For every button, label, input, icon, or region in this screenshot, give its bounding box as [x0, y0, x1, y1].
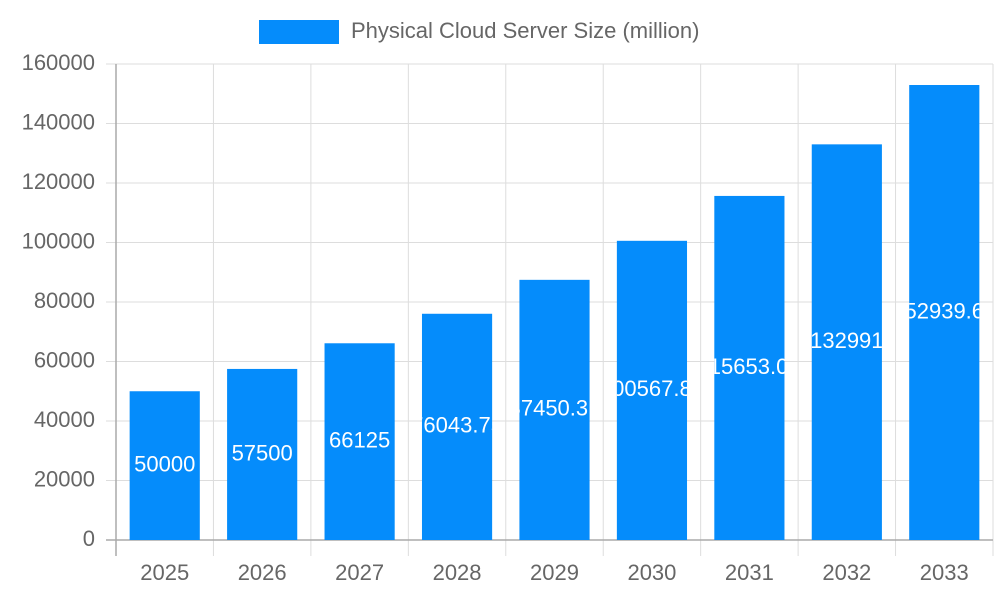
bar: [324, 343, 395, 540]
legend-swatch: [259, 20, 339, 44]
y-tick-label: 60000: [34, 347, 95, 372]
y-tick-label: 0: [83, 526, 95, 551]
legend-label: Physical Cloud Server Size (million): [351, 18, 699, 43]
bar: [421, 313, 493, 540]
data-label: 152939.65: [892, 298, 996, 323]
y-tick-label: 40000: [34, 407, 95, 432]
bar: [129, 391, 200, 540]
y-tick-label: 120000: [22, 169, 95, 194]
data-label: 132991: [810, 328, 883, 353]
y-tick-label: 20000: [34, 466, 95, 491]
bar: [714, 195, 785, 541]
data-label: 115653.04: [698, 354, 800, 379]
x-tick-label: 2025: [140, 560, 189, 585]
data-label: 66125: [329, 427, 390, 452]
x-tick-label: 2032: [822, 560, 871, 585]
x-tick-label: 2033: [920, 560, 969, 585]
y-tick-label: 100000: [22, 228, 95, 253]
y-tick-label: 80000: [34, 288, 95, 313]
bar: [811, 144, 882, 540]
x-tick-label: 2031: [725, 560, 774, 585]
bar: [519, 279, 590, 540]
x-tick-label: 2026: [238, 560, 287, 585]
y-tick-label: 140000: [22, 109, 95, 134]
x-tick-label: 2030: [627, 560, 676, 585]
bar: [616, 240, 688, 541]
x-tick-label: 2027: [335, 560, 384, 585]
x-tick-label: 2029: [530, 560, 579, 585]
bar: [227, 368, 298, 540]
data-label: 50000: [134, 451, 195, 476]
data-label: 57500: [232, 440, 293, 465]
bar: [909, 85, 980, 540]
data-label: 87450.31: [509, 396, 601, 421]
data-label: 100567.86: [600, 376, 704, 401]
y-tick-label: 160000: [22, 50, 95, 75]
x-tick-label: 2028: [433, 560, 482, 585]
data-label: 76043.75: [411, 413, 503, 438]
